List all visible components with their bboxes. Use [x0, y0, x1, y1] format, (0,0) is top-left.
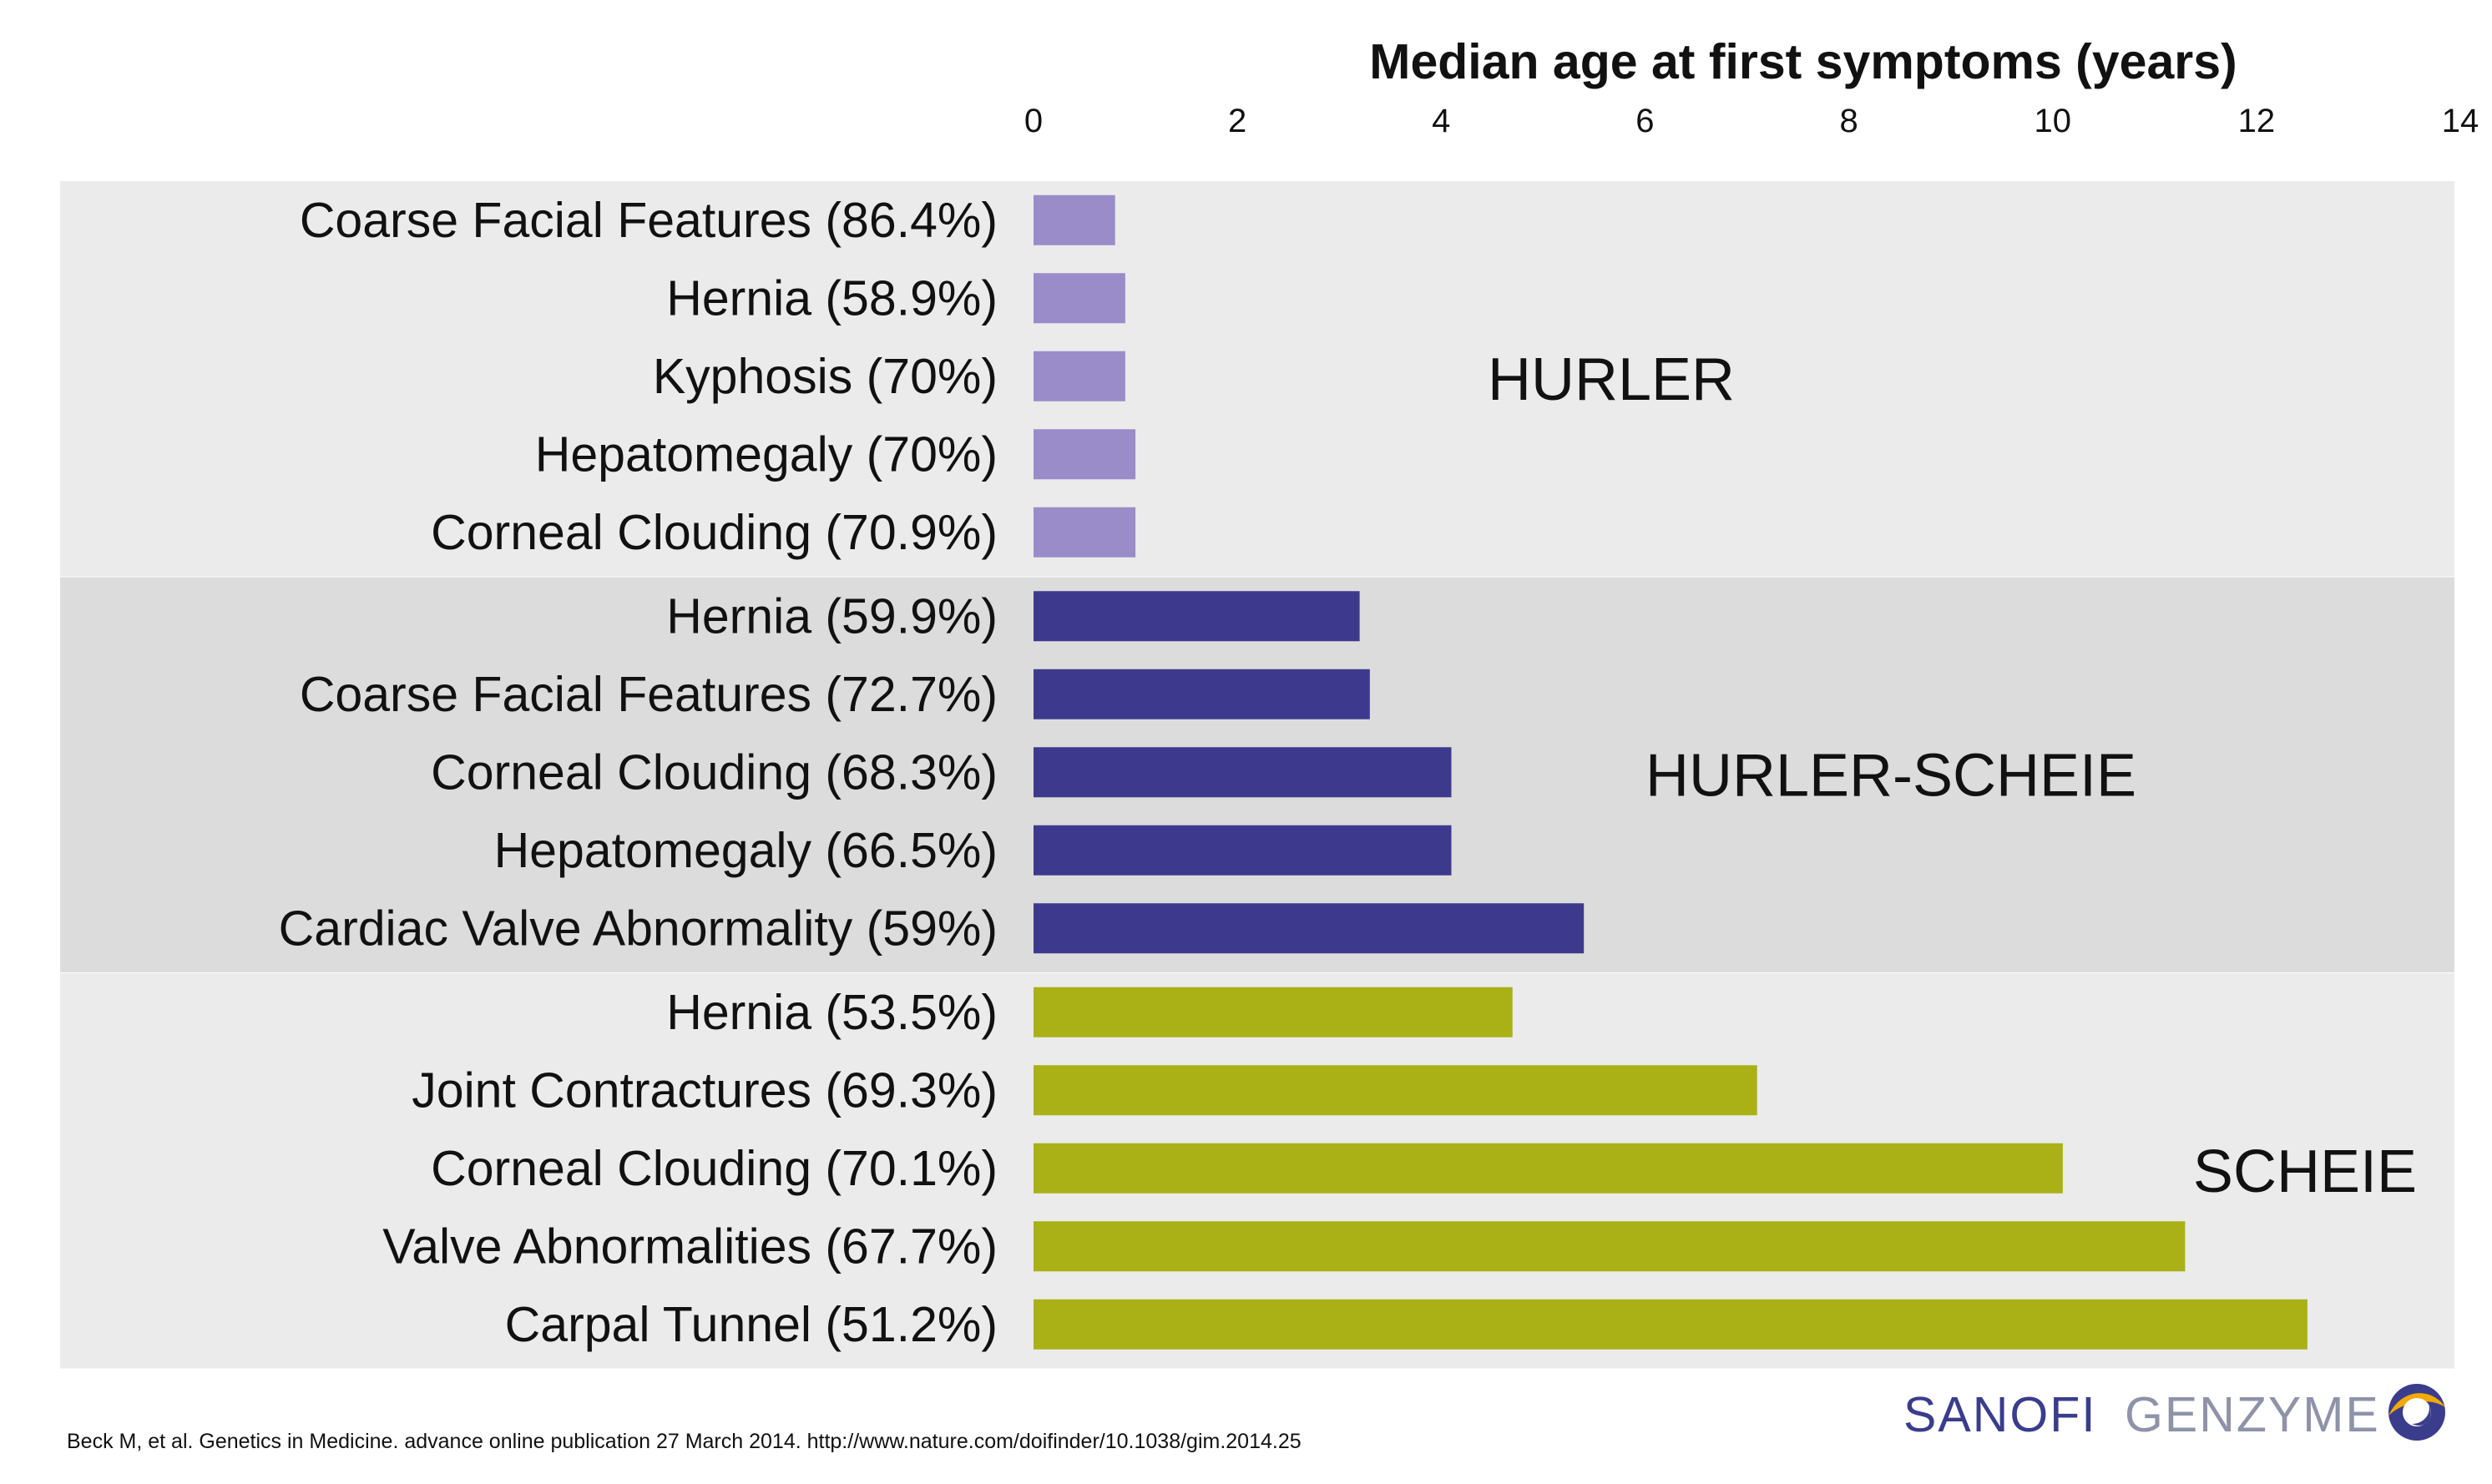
- bar: [1034, 1299, 2308, 1350]
- sanofi-genzyme-logo: SANOFI GENZYME: [1903, 1384, 2445, 1442]
- category-label: Coarse Facial Features (86.4%): [300, 193, 998, 248]
- x-tick-label: 2: [1228, 103, 1246, 139]
- x-tick-label: 8: [1839, 103, 1858, 139]
- x-tick-label: 14: [2442, 103, 2479, 139]
- bar: [1034, 351, 1125, 401]
- bar: [1034, 1221, 2186, 1272]
- x-tick-label: 12: [2238, 103, 2276, 139]
- bar: [1034, 591, 1360, 642]
- footer: Beck M, et al. Genetics in Medicine. adv…: [67, 1384, 2445, 1453]
- group-names: HURLER HURLER-SCHEIE SCHEIE: [1488, 346, 2417, 1205]
- logo-sanofi-text: SANOFI: [1903, 1387, 2097, 1442]
- bar: [1034, 1143, 2063, 1194]
- logo-swirl-icon: [2388, 1384, 2445, 1441]
- category-label: Valve Abnormalities (67.7%): [382, 1219, 998, 1274]
- bar: [1034, 1065, 1757, 1116]
- bar: [1034, 903, 1585, 954]
- bar: [1034, 507, 1136, 558]
- bar: [1034, 429, 1136, 480]
- bar: [1034, 987, 1513, 1037]
- group-name-label: SCHEIE: [2193, 1138, 2417, 1205]
- bar: [1034, 747, 1452, 798]
- category-label: Hepatomegaly (66.5%): [494, 823, 998, 878]
- category-label: Kyphosis (70%): [653, 349, 998, 404]
- group-name-label: HURLER: [1488, 346, 1735, 413]
- category-label: Corneal Clouding (70.1%): [431, 1141, 998, 1196]
- category-label: Corneal Clouding (70.9%): [431, 505, 998, 560]
- citation-text: Beck M, et al. Genetics in Medicine. adv…: [67, 1430, 1302, 1453]
- category-label: Cardiac Valve Abnormality (59%): [279, 901, 998, 956]
- category-label: Joint Contractures (69.3%): [412, 1063, 998, 1118]
- category-label: Carpal Tunnel (51.2%): [505, 1297, 998, 1352]
- x-tick-label: 6: [1635, 103, 1654, 139]
- bar: [1034, 194, 1115, 245]
- x-axis-title: Median age at first symptoms (years): [1369, 34, 2237, 89]
- bar: [1034, 273, 1125, 324]
- x-tick-label: 4: [1432, 103, 1450, 139]
- group-name-label: HURLER-SCHEIE: [1645, 742, 2136, 809]
- bar: [1034, 825, 1452, 876]
- logo-genzyme-text: GENZYME: [2125, 1387, 2380, 1442]
- x-axis: Median age at first symptoms (years) 0 2 4…: [1024, 34, 2479, 139]
- category-label: Hernia (59.9%): [666, 588, 998, 644]
- bar: [1034, 669, 1370, 719]
- category-label: Hernia (58.9%): [666, 270, 998, 326]
- category-label: Coarse Facial Features (72.7%): [300, 667, 998, 722]
- category-labels: Coarse Facial Features (86.4%) Hernia (58…: [279, 193, 998, 1352]
- bars-layer: [1034, 194, 2308, 1350]
- x-tick-label: 0: [1024, 103, 1043, 139]
- category-label: Corneal Clouding (68.3%): [431, 745, 998, 800]
- category-label: Hepatomegaly (70%): [535, 427, 998, 482]
- category-label: Hernia (53.5%): [666, 985, 998, 1040]
- x-tick-label: 10: [2034, 103, 2071, 139]
- group-band: [60, 181, 2454, 577]
